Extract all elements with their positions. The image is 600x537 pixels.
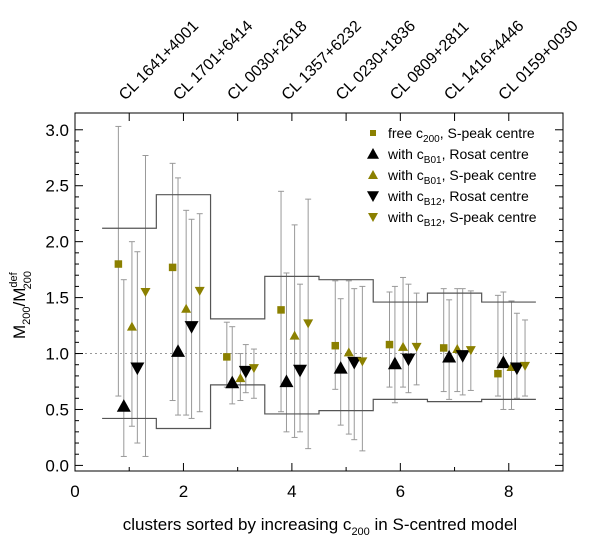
- data-point-b01r: [333, 361, 348, 374]
- data-point-b12s: [303, 319, 314, 329]
- y-axis-label-slash: /M: [10, 288, 29, 307]
- lower-step-line: [102, 384, 536, 430]
- x-tick-label: 2: [179, 482, 188, 501]
- data-point-b01r: [387, 356, 402, 370]
- y-tick-label: 1.5: [45, 289, 69, 308]
- data-point-b12r: [509, 362, 524, 376]
- data-point-b12r: [455, 350, 470, 363]
- data-point-b01s: [181, 303, 192, 313]
- x-axis-label-tail: in S-centred model: [370, 515, 517, 534]
- legend-label-b12s: with cB12, S-peak centre: [387, 209, 537, 229]
- legend-label-b01r: with cB01, Rosat centre: [387, 146, 529, 166]
- plot-frame: [74, 112, 564, 472]
- data-point-b12s: [465, 346, 476, 356]
- y-tick-label: 2.5: [45, 177, 69, 196]
- legend-marker-b01s: [368, 170, 378, 179]
- legend-label-b12r: with cB12, Rosat centre: [387, 188, 529, 208]
- legend-marker-b12r: [367, 191, 379, 202]
- legend-marker-b01r: [367, 148, 379, 159]
- y-tick-label: 3.0: [45, 121, 69, 140]
- data-point-free: [168, 263, 177, 272]
- tick-layer: 0 2 4 6 8 0.0 0.5 1.0 1.5 2.0 2.5 3.0: [45, 121, 563, 501]
- data-point-b12s: [357, 357, 368, 367]
- x-tick-label: 6: [396, 482, 405, 501]
- data-point-b12s: [411, 342, 422, 352]
- data-point-b01s: [343, 347, 354, 357]
- data-point-b01r: [496, 355, 511, 369]
- data-point-b01s: [398, 341, 409, 351]
- data-point-b01s: [289, 330, 300, 340]
- data-point-b12r: [130, 362, 145, 376]
- data-point-b01r: [225, 375, 240, 389]
- y-axis-label-sub1: 200: [21, 307, 33, 325]
- data-point-b12r: [347, 356, 362, 370]
- error-bar-layer: [115, 125, 529, 457]
- data-point-b12r: [401, 353, 416, 367]
- data-point-b01r: [442, 349, 457, 363]
- data-point-b01r: [279, 374, 294, 388]
- data-point-b12s: [140, 288, 151, 297]
- legend-marker-b12s: [368, 213, 378, 222]
- y-tick-label: 1.0: [45, 345, 69, 364]
- data-point-b12s: [520, 361, 531, 371]
- data-point-b01s: [126, 321, 137, 331]
- x-tick-label: 8: [504, 482, 513, 501]
- data-point-b12s: [248, 364, 259, 374]
- y-tick-label: 2.0: [45, 233, 69, 252]
- legend-marker-free: [370, 130, 376, 136]
- y-tick-label: 0.5: [45, 400, 69, 419]
- data-point-free: [223, 353, 231, 361]
- y-axis-label-sup: def: [8, 271, 20, 287]
- data-point-free: [439, 344, 448, 352]
- data-point-b12r: [293, 364, 308, 378]
- legend-label-b01s: with cB01, S-peak centre: [387, 167, 537, 187]
- data-point-b12s: [194, 286, 205, 296]
- x-axis-label-main: clusters sorted by increasing c: [123, 515, 352, 534]
- legend-label-free: free c200, S-peak centre: [388, 125, 535, 145]
- x-axis-label-sub: 200: [351, 526, 369, 537]
- data-point-b12r: [184, 321, 199, 334]
- data-point-free: [385, 340, 394, 349]
- data-point-free: [331, 341, 340, 350]
- y-tick-label: 0.0: [45, 456, 69, 475]
- y-axis-label: M200/Mdef 200: [8, 271, 34, 339]
- x-axis-label: clusters sorted by increasing c200 in S-…: [123, 515, 517, 537]
- data-point-b01r: [116, 399, 131, 412]
- x-tick-label: 0: [70, 482, 79, 501]
- data-point-free: [277, 306, 285, 314]
- data-point-b12r: [238, 365, 253, 379]
- marker-layer: [114, 260, 531, 412]
- x-tick-label: 4: [287, 482, 296, 501]
- data-point-free: [494, 369, 502, 378]
- y-axis-label-m: M: [10, 325, 29, 339]
- data-point-free: [114, 260, 123, 268]
- upper-step-line: [102, 194, 536, 320]
- step-line-layer: [102, 194, 536, 430]
- data-point-b01r: [171, 344, 186, 357]
- y-axis-label-sub2: 200: [22, 271, 34, 289]
- data-point-b01s: [235, 373, 246, 383]
